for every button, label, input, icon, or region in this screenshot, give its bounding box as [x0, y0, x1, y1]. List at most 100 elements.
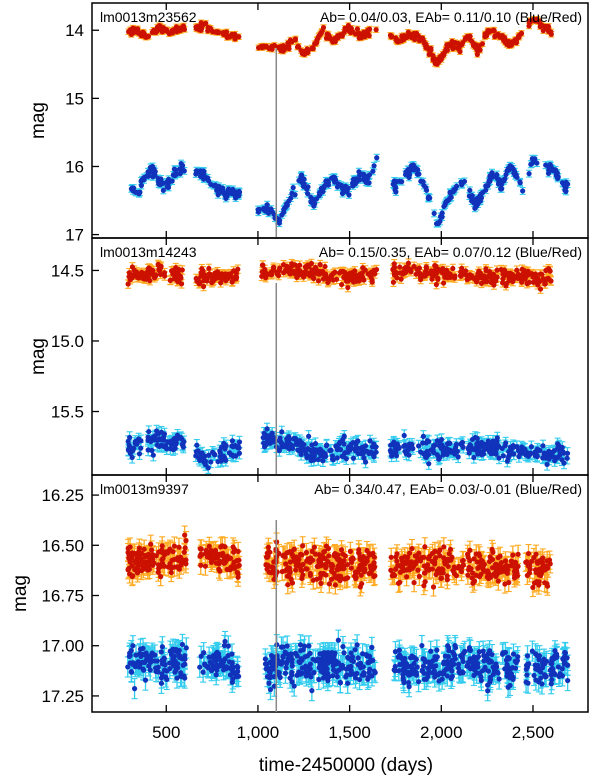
- data-point: [313, 196, 320, 202]
- data-point: [374, 155, 380, 161]
- data-point: [503, 39, 509, 45]
- data-point: [332, 39, 338, 45]
- data-point: [514, 174, 520, 180]
- data-point: [545, 28, 552, 34]
- data-point: [477, 196, 483, 202]
- data-point: [491, 27, 497, 33]
- data-point: [339, 281, 345, 288]
- data-point: [257, 206, 263, 213]
- data-point: [198, 27, 204, 33]
- data-point: [431, 210, 437, 217]
- data-point: [324, 178, 331, 184]
- data-point: [157, 182, 163, 188]
- data-point: [345, 284, 351, 291]
- data-point: [201, 174, 207, 181]
- data-point: [506, 167, 512, 173]
- data-point: [278, 44, 284, 50]
- data-point: [315, 278, 322, 284]
- data-point: [354, 26, 361, 32]
- data-point: [317, 191, 323, 197]
- data-point: [224, 193, 230, 199]
- data-point: [200, 168, 207, 174]
- data-point: [435, 220, 442, 227]
- data-point: [462, 35, 469, 41]
- data-point: [423, 187, 430, 193]
- data-point: [232, 193, 238, 199]
- data-point: [317, 262, 323, 268]
- y-tick-label: 14: [65, 21, 84, 40]
- data-point: [309, 45, 315, 51]
- data-point: [220, 29, 226, 36]
- data-point: [427, 49, 433, 55]
- data-point: [346, 192, 352, 198]
- data-point: [292, 37, 298, 43]
- data-point: [220, 188, 226, 194]
- data-point: [513, 38, 520, 44]
- data-point: [486, 179, 492, 185]
- data-point: [179, 24, 186, 30]
- data-point: [206, 26, 212, 32]
- data-point: [423, 45, 429, 51]
- data-point: [497, 34, 503, 40]
- data-point: [280, 48, 286, 54]
- data-point: [425, 195, 431, 201]
- data-point: [565, 181, 571, 187]
- data-point: [178, 281, 185, 287]
- data-point: [373, 27, 379, 33]
- data-point: [139, 177, 145, 183]
- data-point: [365, 32, 371, 38]
- data-point: [456, 46, 462, 52]
- data-point: [261, 206, 267, 213]
- data-point: [290, 184, 296, 191]
- data-point: [410, 32, 416, 38]
- data-point: [365, 27, 371, 33]
- data-point: [494, 171, 500, 178]
- data-point: [163, 27, 170, 33]
- data-point: [301, 176, 307, 182]
- data-point: [397, 264, 403, 270]
- data-point: [342, 25, 348, 31]
- data-point: [546, 166, 552, 172]
- data-point: [477, 47, 483, 53]
- data-point: [518, 30, 525, 36]
- data-point: [547, 161, 553, 168]
- data-point: [284, 202, 290, 208]
- data-point: [455, 40, 461, 46]
- data-point: [419, 35, 425, 41]
- data-point: [151, 168, 157, 174]
- data-point: [271, 211, 277, 218]
- data-point: [167, 277, 173, 284]
- data-point: [199, 22, 206, 29]
- data-point: [165, 184, 172, 191]
- data-point: [393, 189, 399, 195]
- data-point: [230, 186, 236, 193]
- data-point: [470, 196, 476, 202]
- data-point: [470, 42, 476, 48]
- data-point: [344, 188, 350, 194]
- data-point: [390, 279, 397, 285]
- data-point: [545, 170, 552, 177]
- data-point: [361, 29, 367, 35]
- data-point: [501, 177, 507, 183]
- data-point: [562, 187, 568, 193]
- data-point: [499, 186, 505, 192]
- data-point: [314, 36, 321, 42]
- data-point: [312, 41, 318, 47]
- data-point: [318, 29, 325, 35]
- data-point: [555, 175, 561, 181]
- data-point: [332, 174, 338, 181]
- data-point: [526, 171, 532, 177]
- data-point: [416, 171, 422, 177]
- data-point: [472, 205, 478, 211]
- data-point: [480, 189, 486, 196]
- data-point: [132, 26, 138, 32]
- y-tick-label: 15: [65, 89, 84, 108]
- data-point: [520, 188, 526, 194]
- data-point: [401, 32, 407, 39]
- data-point: [471, 200, 477, 206]
- data-point: [476, 43, 482, 49]
- y-axis-label: mag: [28, 102, 49, 139]
- data-point: [508, 42, 514, 48]
- red-series: [125, 16, 555, 68]
- data-marks: [125, 258, 571, 474]
